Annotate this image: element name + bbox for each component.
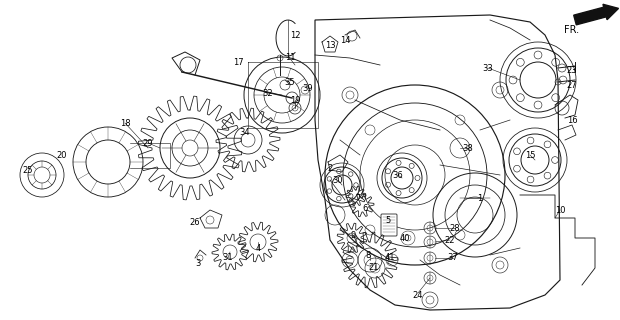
Text: 4: 4 (255, 244, 260, 252)
Text: 29: 29 (143, 139, 153, 148)
Text: 10: 10 (555, 205, 565, 214)
Text: 35: 35 (285, 77, 295, 86)
Text: 22: 22 (445, 236, 455, 244)
Text: 33: 33 (482, 63, 494, 73)
Text: 31: 31 (223, 253, 233, 262)
Text: 41: 41 (385, 253, 396, 262)
Text: 5: 5 (386, 215, 391, 225)
Polygon shape (315, 15, 560, 310)
FancyArrow shape (574, 4, 619, 25)
Text: 7: 7 (355, 194, 361, 203)
Text: 38: 38 (463, 143, 474, 153)
Text: 1: 1 (477, 194, 482, 203)
Text: 30: 30 (333, 175, 343, 185)
Text: 18: 18 (120, 118, 130, 127)
Text: 14: 14 (340, 36, 350, 44)
Text: 40: 40 (400, 234, 410, 243)
Text: 8: 8 (365, 251, 371, 260)
Text: 39: 39 (303, 84, 313, 92)
Text: 13: 13 (325, 41, 335, 50)
Text: 24: 24 (413, 291, 423, 300)
Text: 11: 11 (285, 52, 295, 61)
Text: 21: 21 (369, 263, 379, 273)
Text: 37: 37 (448, 253, 458, 262)
Text: 2: 2 (327, 164, 332, 172)
FancyBboxPatch shape (381, 214, 397, 236)
Text: 3: 3 (195, 259, 201, 268)
Text: FR.: FR. (564, 25, 580, 35)
Text: 34: 34 (240, 127, 250, 137)
Text: 19: 19 (290, 95, 300, 105)
Text: 25: 25 (23, 165, 33, 174)
Text: 12: 12 (290, 30, 300, 39)
Text: 6: 6 (362, 204, 368, 212)
Text: 16: 16 (567, 116, 577, 124)
Text: 9: 9 (350, 230, 356, 239)
Text: 23: 23 (567, 66, 577, 75)
Text: 27: 27 (567, 81, 577, 90)
Text: 32: 32 (263, 89, 273, 98)
Text: 36: 36 (392, 171, 404, 180)
Text: 26: 26 (190, 218, 200, 227)
Text: 17: 17 (232, 58, 243, 67)
Text: 15: 15 (525, 150, 535, 159)
Text: 28: 28 (450, 223, 460, 233)
Text: 20: 20 (57, 150, 67, 159)
